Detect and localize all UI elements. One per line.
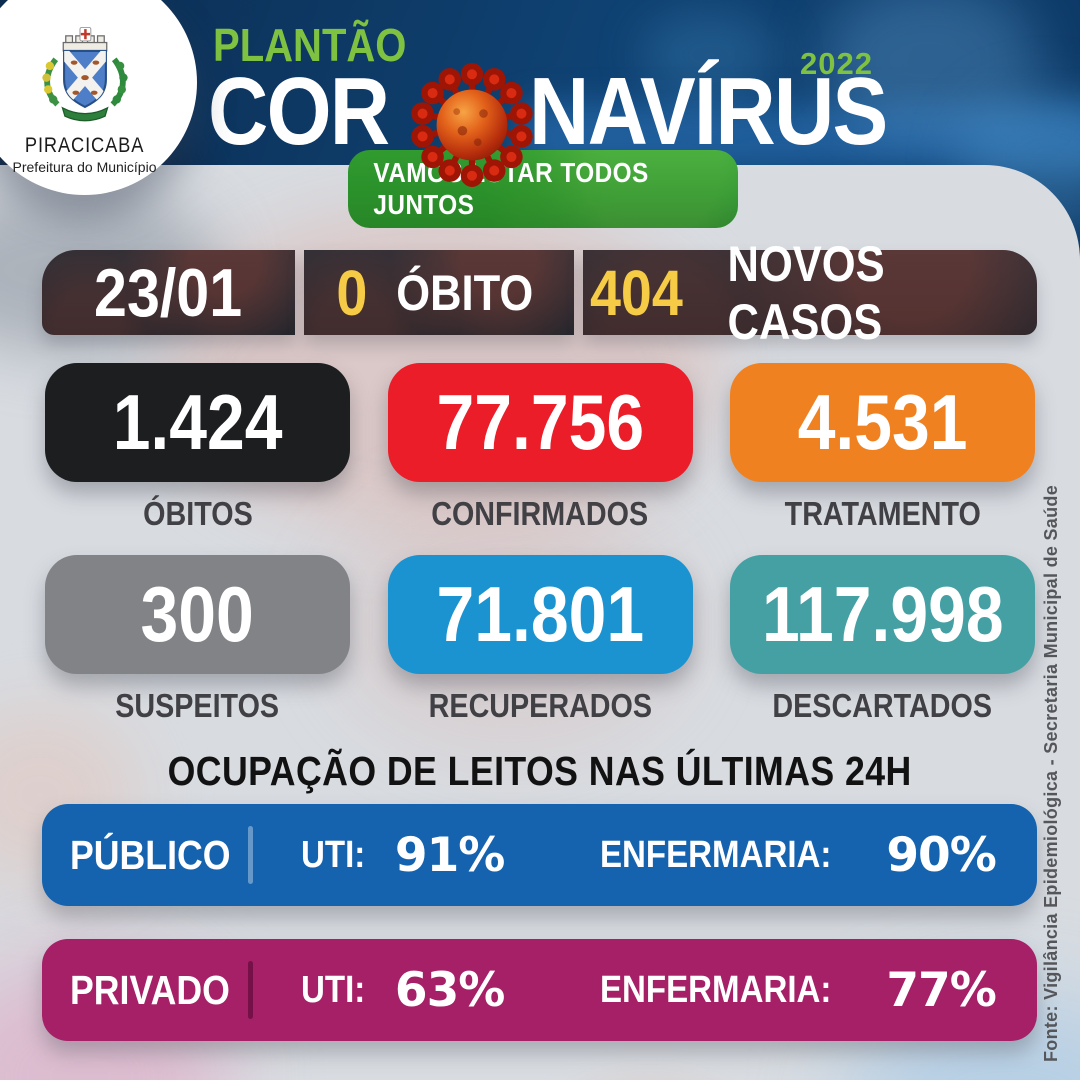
logo-subtitle: Prefeitura do Município (12, 159, 157, 175)
stat-card: 4.531 (730, 363, 1035, 482)
stat-card: 77.756 (387, 363, 693, 482)
stat-card-recuperados: 71.801 RECUPERADOS (387, 555, 693, 747)
divider (248, 961, 253, 1019)
uti-label: UTI: (301, 833, 366, 876)
new-cases-value: 404 (589, 256, 683, 329)
year-badge: 2022 (800, 46, 873, 81)
enfermaria-value: 77% (886, 962, 996, 1018)
stats-grid: 1.424 ÓBITOS 77.756 CONFIRMADOS 4.531 TR… (45, 363, 1035, 747)
stat-label: DESCARTADOS (772, 687, 993, 724)
deaths-value: 0 (336, 256, 368, 329)
stat-card-confirmados: 77.756 CONFIRMADOS (387, 363, 693, 555)
stat-label: ÓBITOS (142, 495, 253, 532)
deaths-section: 0 ÓBITO (304, 250, 574, 335)
stat-value: 77.756 (436, 378, 644, 466)
date-section: 23/01 (42, 250, 295, 335)
stat-card-tratamento: 4.531 TRATAMENTO (730, 363, 1035, 555)
uti-value: 63% (394, 962, 505, 1018)
uti-value: 91% (394, 827, 505, 883)
daily-summary-bar: 23/01 0 ÓBITO 404 NOVOS CASOS (42, 236, 1037, 350)
stat-label: RECUPERADOS (428, 687, 652, 724)
enfermaria-label: ENFERMARIA: (600, 833, 832, 876)
virus-icon (411, 63, 534, 187)
enfermaria-value: 90% (886, 827, 996, 883)
stat-value: 300 (140, 570, 255, 658)
new-cases-section: 404 NOVOS CASOS (583, 236, 1037, 350)
coat-of-arms-icon (41, 27, 128, 122)
source-note: Fonte: Vigilância Epidemiológica - Secre… (1041, 484, 1061, 1062)
stat-label: TRATAMENTO (784, 495, 981, 532)
stat-value: 71.801 (436, 570, 644, 658)
title-part-left: COR (208, 58, 390, 165)
occupancy-heading: OCUPAÇÃO DE LEITOS NAS ÚLTIMAS 24H (167, 748, 912, 794)
kicker-plantao: PLANTÃO (213, 19, 407, 71)
sector-label: PÚBLICO (70, 831, 231, 878)
stat-label: SUSPEITOS (115, 687, 280, 724)
stat-card-obitos: 1.424 ÓBITOS (45, 363, 350, 555)
occupancy-bar-private: PRIVADO UTI: 63% ENFERMARIA: 77% (42, 939, 1037, 1041)
stat-card-suspeitos: 300 SUSPEITOS (45, 555, 350, 747)
stat-value: 117.998 (761, 570, 1004, 658)
occupancy-bar-public: PÚBLICO UTI: 91% ENFERMARIA: 90% (42, 804, 1037, 906)
divider (248, 826, 253, 884)
logo-city-name: PIRACICABA (24, 134, 145, 157)
stat-value: 1.424 (112, 378, 283, 466)
stat-card: 300 (45, 555, 350, 674)
deaths-label: ÓBITO (396, 264, 534, 321)
stat-card-descartados: 117.998 DESCARTADOS (730, 555, 1035, 747)
new-cases-label: NOVOS CASOS (727, 235, 885, 350)
sector-label: PRIVADO (70, 966, 230, 1013)
stat-card: 1.424 (45, 363, 350, 482)
stat-card: 117.998 (730, 555, 1035, 674)
date-value: 23/01 (94, 254, 243, 331)
enfermaria-label: ENFERMARIA: (600, 968, 832, 1011)
stat-value: 4.531 (797, 378, 968, 466)
stat-label: CONFIRMADOS (431, 495, 649, 532)
stat-card: 71.801 (387, 555, 693, 674)
uti-label: UTI: (301, 968, 366, 1011)
